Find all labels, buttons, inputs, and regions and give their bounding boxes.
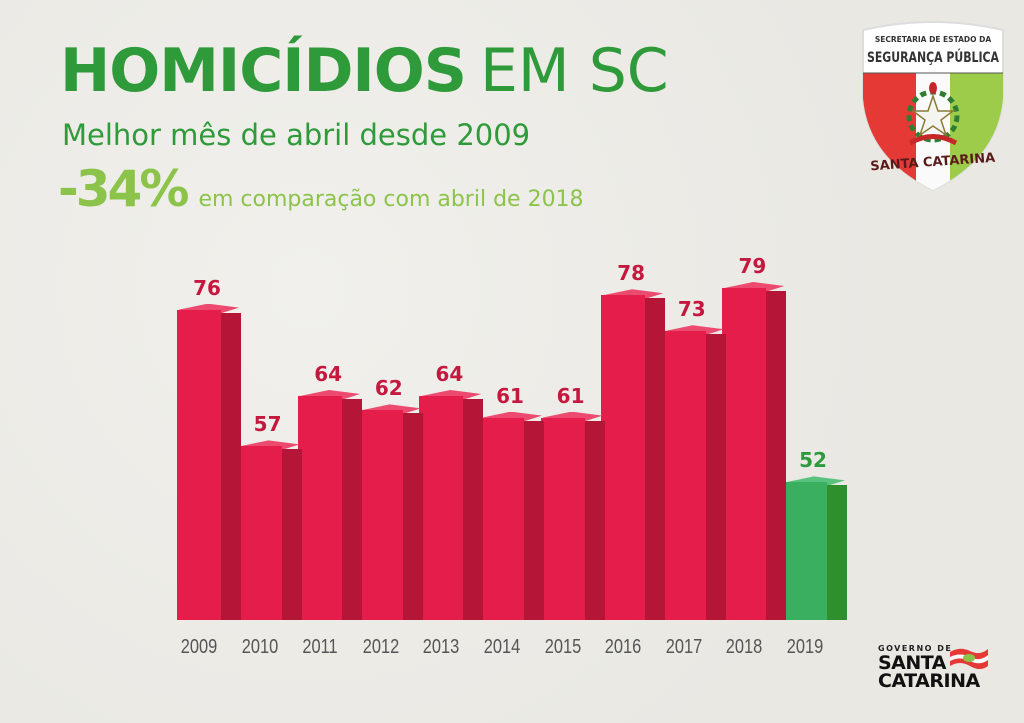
gov-logo-line2: CATARINA [878,670,980,692]
bar-side-face [827,485,847,620]
bar-2018 [722,282,787,620]
value-label-2010: 57 [253,412,282,437]
x-tick-2011: 2011 [302,636,338,658]
bar-top-face [239,440,300,451]
bar-front-face [722,288,767,620]
svg-text:SEGURANÇA PÚBLICA: SEGURANÇA PÚBLICA [867,48,999,66]
value-label-2017: 73 [677,297,706,322]
value-label-2016: 78 [617,261,646,286]
title-light: EM SC [479,36,669,106]
x-tick-2013: 2013 [423,636,460,658]
bar-side-face [645,298,666,620]
x-tick-2017: 2017 [665,636,703,658]
bar-top-face [421,390,482,400]
bar-top-face [663,325,724,336]
bar-2011 [298,390,363,620]
value-label-2019: 52 [799,448,827,473]
bar-top-face [603,289,664,300]
x-tick-2009: 2009 [180,636,218,658]
bar-front-face [601,295,646,620]
bar-front-face [480,417,524,620]
change-text: em comparação com abril de 2018 [198,187,584,212]
bar-2014 [480,411,544,620]
bar-side-face [402,413,423,620]
bar-front-face [783,482,827,620]
bar-2019 [783,476,847,620]
bar-top-face [360,404,421,415]
x-tick-2012: 2012 [362,636,400,658]
bar-top-face [482,411,542,422]
x-tick-2019: 2019 [786,636,824,658]
bar-side-face [766,291,787,620]
bar-front-face [237,446,282,620]
subtitle: Melhor mês de abril desde 2009 [62,118,531,152]
bar-top-face [724,282,785,292]
value-label-2015: 61 [556,383,585,408]
bar-side-face [342,399,363,620]
bar-front-face [540,417,585,620]
bar-2013 [419,390,484,620]
bar-2010 [237,440,302,620]
bar-2012 [358,404,423,620]
bar-side-face [281,449,302,620]
x-tick-2014: 2014 [483,636,521,658]
bar-top-face [300,390,361,400]
bar-2009 [177,303,241,620]
page-title: HOMICÍDIOS EM SC [60,36,669,106]
x-tick-2015: 2015 [544,636,581,658]
flag-icon [950,648,988,669]
seguranca-publica-badge-icon: SECRETARIA DE ESTADO DA SEGURANÇA PÚBLIC… [862,21,1004,192]
bar-top-face [785,476,845,487]
bar-front-face [358,410,403,620]
value-label-2014: 61 [496,383,524,408]
x-tick-2010: 2010 [241,636,278,658]
bar-2017 [661,325,726,620]
bar-2015 [540,411,605,620]
x-tick-2016: 2016 [604,636,642,658]
bar-front-face [419,396,464,620]
bar-top-face [542,411,603,422]
bar-side-face [221,312,241,620]
gov-logo-small-text: GOVERNO DE [878,644,953,653]
value-label-2012: 62 [374,376,403,401]
svg-text:SECRETARIA DE ESTADO DA: SECRETARIA DE ESTADO DA [875,35,992,44]
change-percent: -34% [58,160,189,218]
bar-front-face [661,331,706,620]
value-label-2018: 79 [738,254,767,278]
bar-side-face [584,420,605,620]
value-label-2011: 64 [314,362,343,386]
bar-front-face [177,309,221,620]
title-bold: HOMICÍDIOS [60,36,467,106]
bar-side-face [524,420,544,620]
value-label-2009: 76 [193,275,221,300]
bar-2016 [601,289,666,620]
value-label-2013: 64 [435,362,464,386]
bar-side-face [463,399,484,620]
gov-logo-line1: SANTA [878,652,946,674]
bar-side-face [705,334,726,620]
change-annotation: -34% em comparação com abril de 2018 [58,160,584,218]
bar-top-face [179,303,239,314]
bar-front-face [298,396,343,620]
x-tick-2018: 2018 [726,636,763,658]
governo-santa-catarina-logo: GOVERNO DE SANTA CATARINA [878,644,993,692]
